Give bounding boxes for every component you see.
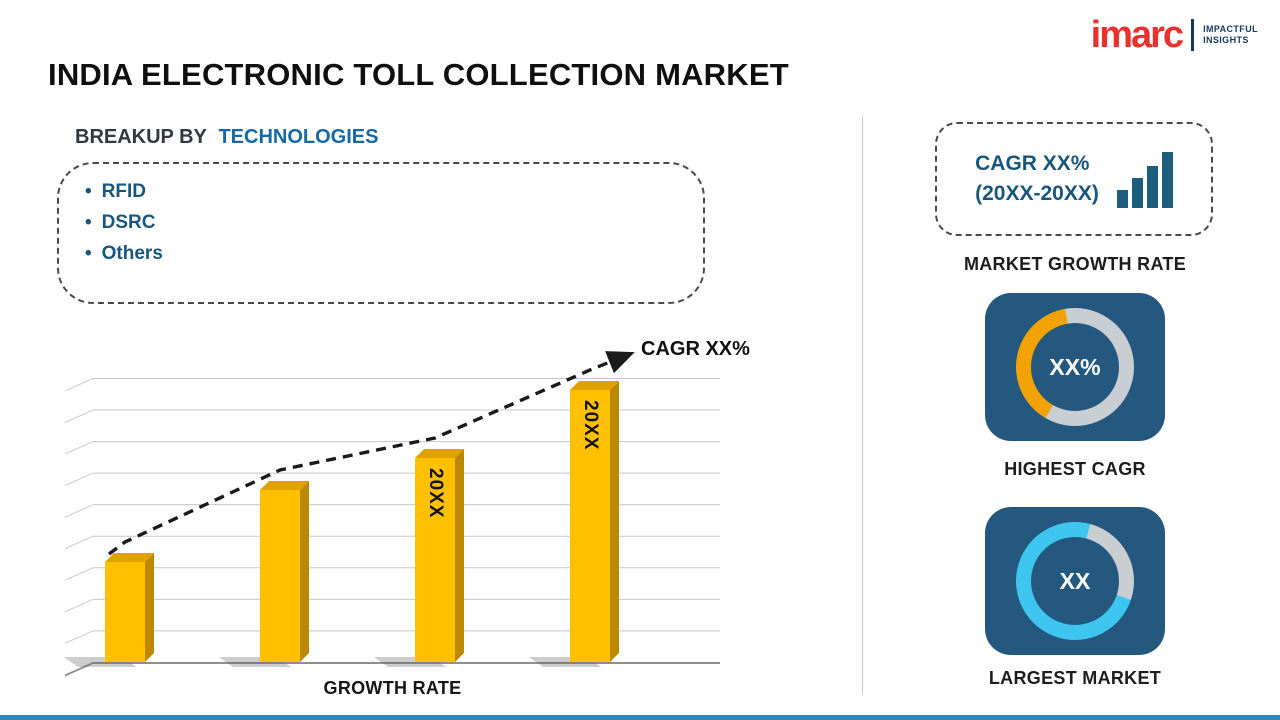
chart-bar: 20XX	[528, 381, 619, 667]
chart-bar	[218, 481, 309, 667]
vertical-divider	[862, 116, 863, 694]
largest-market-value: XX	[1059, 567, 1091, 594]
cagr-trend-label: CAGR XX%	[641, 338, 750, 360]
chart-plot: 20XX 20XX	[63, 378, 720, 667]
highest-cagr-donut	[1016, 308, 1134, 426]
bar-front-face	[260, 490, 300, 662]
bar-chart-icon	[1116, 150, 1173, 208]
highest-cagr-caption: HIGHEST CAGR	[1004, 459, 1146, 479]
technology-item: • DSRC	[85, 212, 156, 233]
bar-side-face	[455, 449, 464, 662]
bar-side-face	[610, 381, 619, 662]
largest-market-donut	[1016, 522, 1134, 640]
breakup-heading-highlight: TECHNOLOGIES	[218, 126, 379, 148]
highest-cagr-tile: XX%	[985, 293, 1165, 441]
growth-box-line1: CAGR XX%	[975, 151, 1090, 175]
bullet-icon: •	[85, 181, 92, 202]
imarc-logo-wordmark: imarc	[1090, 14, 1184, 56]
bar-front-face	[105, 562, 145, 662]
highest-cagr-value: XX%	[1049, 353, 1101, 380]
logo-tagline-line2: INSIGHTS	[1203, 35, 1249, 45]
chart-bar	[63, 553, 154, 667]
breakup-heading: BREAKUP BY TECHNOLOGIES	[75, 126, 378, 149]
largest-market-tile: XX	[985, 507, 1165, 655]
technology-item: • RFID	[85, 181, 146, 202]
breakup-heading-prefix: BREAKUP BY	[75, 126, 207, 148]
chart-x-axis-label: GROWTH RATE	[323, 678, 462, 698]
technology-item: • Others	[85, 243, 163, 264]
page-title: INDIA ELECTRONIC TOLL COLLECTION MARKET	[48, 57, 789, 92]
bar-side-face	[300, 481, 309, 662]
bar-year-label: 20XX	[425, 468, 446, 519]
technologies-box: • RFID • DSRC • Others	[57, 162, 705, 304]
bullet-icon: •	[85, 212, 92, 233]
bar-side-face	[145, 553, 154, 662]
growth-box-text: CAGR XX% (20XX-20XX)	[975, 149, 1099, 210]
market-growth-rate-caption: MARKET GROWTH RATE	[963, 254, 1187, 274]
imarc-logo: imarc IMPACTFUL INSIGHTS	[1091, 16, 1258, 54]
bar-year-label: 20XX	[580, 400, 601, 451]
logo-tagline: IMPACTFUL INSIGHTS	[1203, 24, 1258, 47]
technology-list: • RFID • DSRC • Others	[85, 176, 703, 269]
bottom-accent-line	[0, 715, 1280, 720]
growth-rate-chart: 20XX 20XX CAGR XX% GROWTH RATE	[63, 338, 750, 698]
largest-market-caption: LARGEST MARKET	[988, 668, 1162, 688]
chart-bar: 20XX	[373, 449, 464, 667]
bullet-icon: •	[85, 243, 92, 264]
chart-grid-wall	[65, 378, 93, 677]
growth-box-line2: (20XX-20XX)	[975, 182, 1099, 205]
market-growth-rate-box: CAGR XX% (20XX-20XX)	[935, 122, 1213, 236]
logo-tagline-line1: IMPACTFUL	[1203, 23, 1258, 34]
logo-divider	[1191, 19, 1195, 51]
